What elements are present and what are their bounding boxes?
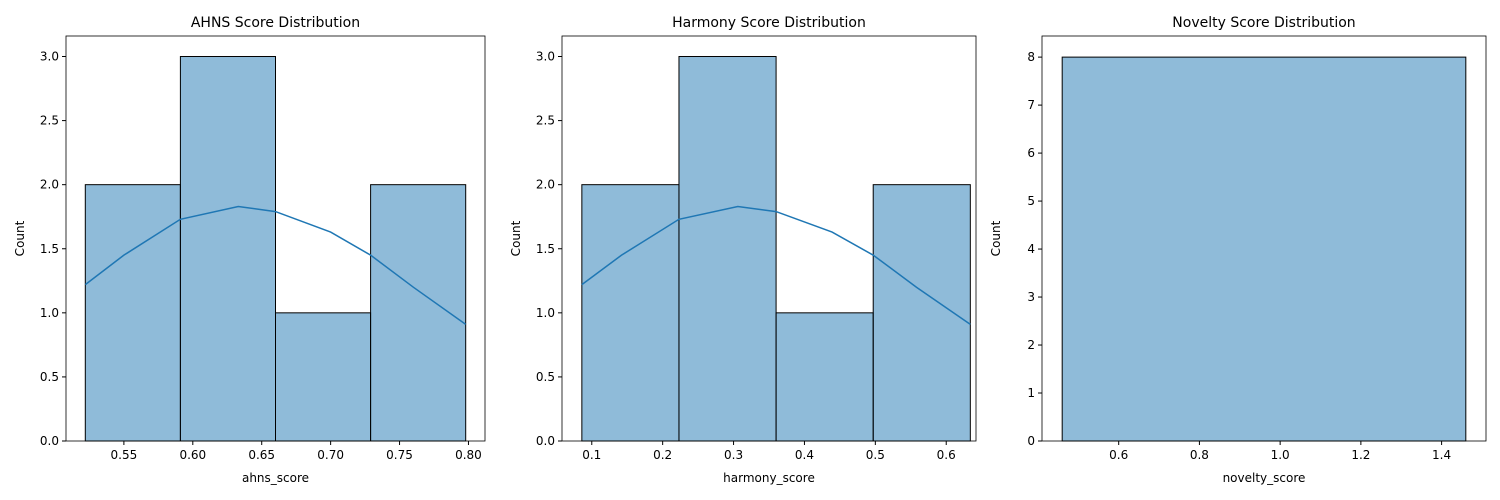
bar <box>872 184 971 442</box>
y-tick-label: 1 <box>1027 386 1035 400</box>
kde-line <box>581 205 971 325</box>
x-tick-label: 1.2 <box>1351 448 1370 462</box>
panel: 0.1 0.2 0.3 0.4 0.5 0.6 0.0 0.5 1.0 1.5 2.0 2.5 3.0 H… <box>509 15 977 485</box>
y-tick-label: 0.0 <box>536 434 555 448</box>
y-tick-label: 0.0 <box>40 434 59 448</box>
x-tick-label: 0.1 <box>582 448 601 462</box>
x-tick-label: 0.5 <box>866 448 885 462</box>
bar <box>678 56 777 442</box>
x-axis-label: novelty_score <box>1223 471 1306 485</box>
x-tick-label: 1.0 <box>1271 448 1290 462</box>
y-tick-label: 4 <box>1027 242 1035 256</box>
y-axis-label: Count <box>13 220 27 256</box>
x-tick-label: 0.65 <box>248 448 275 462</box>
bar <box>1061 56 1467 442</box>
bar <box>84 184 181 442</box>
x-tick-label: 0.70 <box>317 448 344 462</box>
chart-title: Novelty Score Distribution <box>1172 15 1355 31</box>
y-tick-label: 0.5 <box>40 370 59 384</box>
y-tick-label: 7 <box>1027 98 1035 112</box>
y-tick-label: 2.0 <box>536 178 555 192</box>
bar <box>581 184 680 442</box>
axes-frame <box>1041 35 1487 442</box>
bar <box>775 312 874 442</box>
x-tick-label: 1.4 <box>1432 448 1451 462</box>
x-tick-label: 0.75 <box>386 448 413 462</box>
kde-line <box>84 205 467 325</box>
y-tick-label: 0 <box>1027 434 1035 448</box>
x-axis-label: ahns_score <box>242 471 309 485</box>
y-tick-label: 3 <box>1027 290 1035 304</box>
y-tick-label: 1.5 <box>536 242 555 256</box>
chart-title: Harmony Score Distribution <box>672 15 866 31</box>
y-tick-label: 5 <box>1027 194 1035 208</box>
x-tick-label: 0.8 <box>1190 448 1209 462</box>
y-tick-label: 3.0 <box>40 50 59 64</box>
x-tick-label: 0.60 <box>179 448 206 462</box>
y-axis-label: Count <box>509 220 523 256</box>
axes-frame <box>561 35 977 442</box>
y-tick-label: 2.0 <box>40 178 59 192</box>
bar <box>370 184 467 442</box>
y-tick-label: 6 <box>1027 146 1035 160</box>
x-tick-label: 0.6 <box>1109 448 1128 462</box>
x-tick-label: 0.4 <box>795 448 814 462</box>
y-axis-label: Count <box>989 220 1003 256</box>
x-tick-label: 0.3 <box>724 448 743 462</box>
y-tick-label: 1.0 <box>40 306 59 320</box>
x-tick-label: 0.80 <box>455 448 482 462</box>
x-tick-label: 0.6 <box>937 448 956 462</box>
x-tick-label: 0.2 <box>653 448 672 462</box>
bar <box>275 312 372 442</box>
axes-frame <box>65 35 486 442</box>
y-tick-label: 1.5 <box>40 242 59 256</box>
panel: 0.55 0.60 0.65 0.70 0.75 0.80 0.0 0.5 1.0 1.5 2.0 2… <box>13 15 486 485</box>
y-tick-label: 0.5 <box>536 370 555 384</box>
panel: 0.6 0.8 1.0 1.2 1.4 0 1 2 3 4 5 6 7 8 Novelty Score Di… <box>989 15 1487 485</box>
x-axis-label: harmony_score <box>723 471 815 485</box>
y-tick-label: 2.5 <box>40 114 59 128</box>
chart-title: AHNS Score Distribution <box>191 15 360 31</box>
y-tick-label: 2.5 <box>536 114 555 128</box>
y-tick-label: 2 <box>1027 338 1035 352</box>
y-tick-label: 8 <box>1027 50 1035 64</box>
bar <box>179 56 276 442</box>
y-tick-label: 1.0 <box>536 306 555 320</box>
x-tick-label: 0.55 <box>111 448 138 462</box>
y-tick-label: 3.0 <box>536 50 555 64</box>
